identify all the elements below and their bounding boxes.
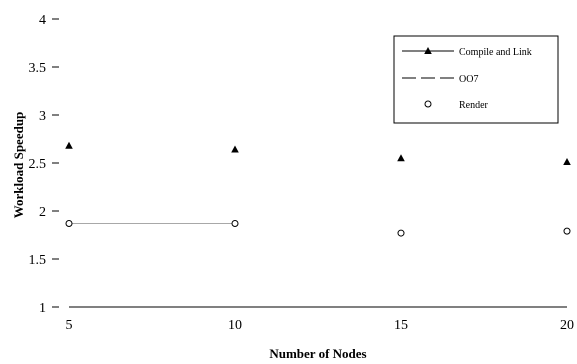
y-tick-label: 1.5 <box>29 253 47 268</box>
data-point-compile-and-link <box>563 158 571 166</box>
legend-label-render: Render <box>459 100 489 111</box>
plot-area <box>65 141 571 237</box>
x-axis: 5 10 15 20 <box>66 306 574 333</box>
data-point-render <box>65 219 73 227</box>
y-axis-title: Workload Speedup <box>11 112 26 219</box>
x-tick-label: 15 <box>394 318 408 333</box>
data-point-compile-and-link <box>231 145 239 153</box>
y-tick-label: 2 <box>39 205 46 220</box>
y-tick-label: 4 <box>39 13 46 28</box>
y-tick-label: 2.5 <box>29 157 47 172</box>
x-axis-title: Number of Nodes <box>269 346 366 361</box>
data-point-compile-and-link <box>65 141 73 149</box>
y-tick-label: 1 <box>39 301 46 316</box>
x-tick-label: 5 <box>66 318 73 333</box>
legend-label-oo7: OO7 <box>459 74 478 85</box>
y-axis: 1 1.5 2 2.5 3 3.5 4 <box>29 13 59 316</box>
data-point-render <box>397 229 405 237</box>
legend-circle-marker <box>424 100 432 108</box>
y-tick-label: 3 <box>39 109 46 124</box>
data-point-compile-and-link <box>397 154 405 162</box>
data-point-render <box>563 227 571 235</box>
legend-triangle-marker <box>424 47 432 54</box>
legend: Compile and Link OO7 Render <box>393 35 559 124</box>
legend-label-compile-and-link: Compile and Link <box>459 47 532 58</box>
data-point-render <box>231 219 239 227</box>
y-tick-label: 3.5 <box>29 61 47 76</box>
x-tick-label: 10 <box>228 318 242 333</box>
x-tick-label: 20 <box>560 318 574 333</box>
